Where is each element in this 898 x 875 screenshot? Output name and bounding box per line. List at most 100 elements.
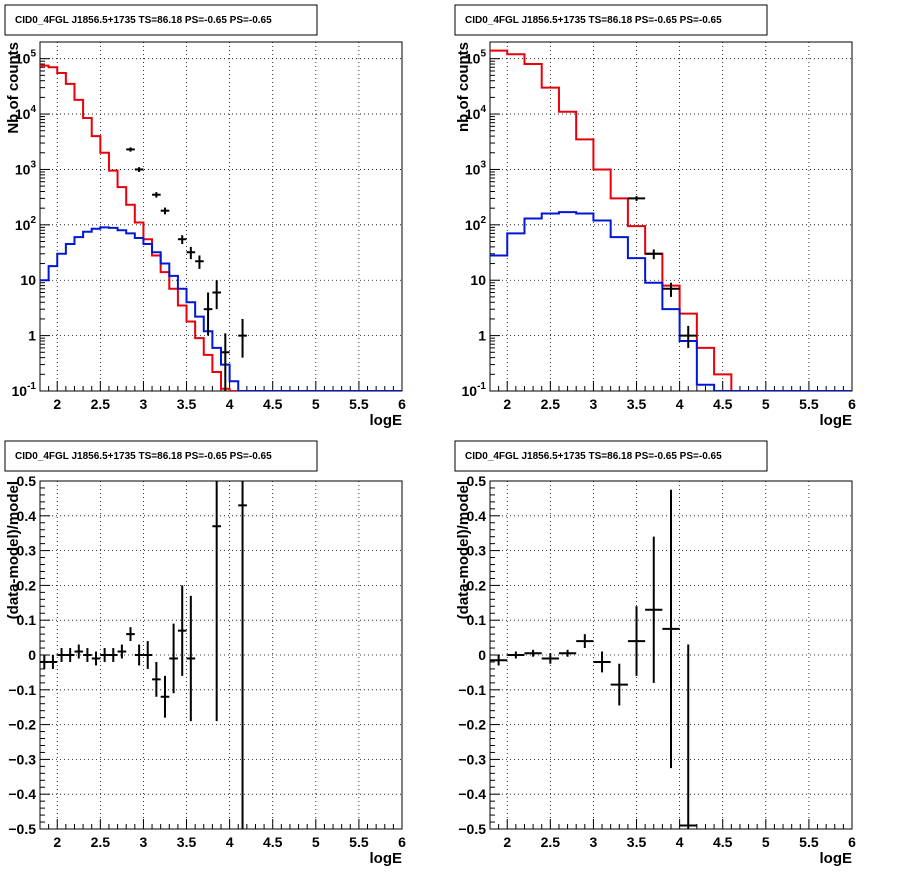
- x-tick-label: 2.5: [541, 834, 561, 850]
- x-tick-label: 2: [53, 396, 61, 412]
- grid: [40, 481, 402, 829]
- data-point: [212, 280, 221, 310]
- y-axis-label: Nb of counts: [5, 42, 22, 134]
- chart-title: CID0_4FGL J1856.5+1735 TS=86.18 PS=-0.65…: [15, 15, 272, 26]
- data-point: [610, 663, 628, 706]
- data-point: [117, 644, 127, 659]
- data-point: [662, 282, 680, 297]
- plot-frame: [489, 41, 853, 392]
- data-point: [238, 318, 247, 358]
- x-tick-label: 5.5: [349, 396, 369, 412]
- data-point: [160, 207, 170, 215]
- y-tick-label: −0.1: [458, 682, 486, 698]
- x-tick-label: 4.5: [263, 834, 283, 850]
- y-axis-label: (data-model)/model: [5, 481, 22, 619]
- y-tick-label: 1: [478, 328, 486, 344]
- data-point: [152, 192, 161, 198]
- x-tick-label: 4: [676, 396, 684, 412]
- y-tick-label: 1: [28, 328, 36, 344]
- y-axis-label: (data-model)/model: [455, 481, 472, 619]
- y-tick-label: 0: [478, 647, 486, 663]
- data-point: [126, 147, 135, 152]
- chart-panel-3: CID0_4FGL J1856.5+1735 TS=86.18 PS=-0.65…: [4, 440, 406, 867]
- data-point: [186, 595, 196, 722]
- x-tick-label: 2.5: [91, 396, 111, 412]
- x-tick-label: 4: [226, 396, 234, 412]
- data-point: [645, 249, 663, 260]
- data-point: [593, 651, 611, 673]
- y-tick-label: −0.5: [8, 821, 36, 837]
- chart-title: CID0_4FGL J1856.5+1735 TS=86.18 PS=-0.65…: [465, 15, 722, 26]
- y-tick-label: 10: [20, 272, 36, 288]
- y-tick-label: −0.3: [458, 751, 486, 767]
- x-tick-label: 2: [503, 396, 511, 412]
- plot-frame: [39, 41, 403, 392]
- y-tick-label: 104: [15, 104, 37, 122]
- y-tick-label: 103: [15, 159, 37, 177]
- x-tick-label: 3: [140, 834, 148, 850]
- x-tick-label: 5: [312, 834, 320, 850]
- data-point: [186, 246, 196, 260]
- data-point: [627, 606, 646, 676]
- x-tick-label: 6: [848, 396, 856, 412]
- y-tick-label: 0.5: [467, 473, 487, 489]
- data-point: [134, 644, 144, 666]
- x-tick-label: 6: [398, 834, 406, 850]
- chart-panel-2: CID0_4FGL J1856.5+1735 TS=86.18 PS=-0.65…: [454, 4, 856, 429]
- data-point: [576, 634, 594, 649]
- y-tick-label: 10-1: [462, 381, 487, 399]
- y-tick-label: 0.3: [467, 543, 487, 559]
- data-layer: [40, 64, 402, 391]
- x-tick-label: 5.5: [799, 834, 819, 850]
- data-point: [679, 644, 697, 829]
- chart-title-box: [454, 4, 768, 36]
- y-tick-label: −0.5: [458, 821, 486, 837]
- data-point: [679, 325, 697, 348]
- x-tick-label: 4: [676, 834, 684, 850]
- histogram-series-2: [490, 211, 852, 391]
- chart-title-box: [4, 4, 318, 36]
- data-point: [524, 649, 542, 657]
- x-tick-label: 4.5: [713, 396, 733, 412]
- data-point: [100, 648, 109, 662]
- y-tick-label: 105: [15, 49, 37, 67]
- y-tick-label: 0.3: [17, 543, 37, 559]
- y-tick-label: −0.1: [8, 682, 36, 698]
- data-point: [541, 653, 559, 664]
- chart-title: CID0_4FGL J1856.5+1735 TS=86.18 PS=-0.65…: [465, 451, 722, 462]
- data-point: [169, 623, 178, 694]
- y-tick-label: −0.2: [8, 717, 36, 733]
- x-tick-label: 5.5: [799, 396, 819, 412]
- y-tick-label: 105: [465, 49, 487, 67]
- x-tick-label: 4.5: [713, 834, 733, 850]
- y-tick-label: 0.1: [467, 612, 487, 628]
- y-tick-label: 0.2: [17, 577, 37, 593]
- histogram-series-1: [40, 64, 402, 391]
- y-tick-label: 103: [465, 159, 487, 177]
- x-tick-label: 3.5: [177, 396, 197, 412]
- data-point: [195, 255, 204, 269]
- x-tick-label: 2: [53, 834, 61, 850]
- y-tick-label: 0.2: [467, 577, 487, 593]
- data-point: [83, 648, 92, 662]
- data-point: [662, 489, 680, 769]
- data-point: [221, 333, 230, 391]
- y-tick-label: −0.3: [8, 751, 36, 767]
- y-tick-label: −0.4: [458, 786, 486, 802]
- y-tick-label: 0.5: [17, 473, 37, 489]
- x-tick-label: 3: [140, 396, 148, 412]
- data-point: [57, 648, 66, 662]
- data-point: [108, 648, 118, 662]
- data-point: [177, 585, 187, 676]
- x-tick-label: 3: [590, 396, 598, 412]
- x-tick-label: 6: [848, 834, 856, 850]
- chart-title: CID0_4FGL J1856.5+1735 TS=86.18 PS=-0.65…: [15, 451, 272, 462]
- x-tick-label: 3: [590, 834, 598, 850]
- y-tick-label: 0.1: [17, 612, 37, 628]
- data-point: [238, 481, 247, 829]
- data-point: [645, 536, 663, 683]
- x-axis-label: logE: [370, 850, 403, 867]
- y-tick-label: 102: [15, 215, 37, 233]
- data-point: [627, 196, 646, 201]
- chart-title-box: [454, 440, 768, 472]
